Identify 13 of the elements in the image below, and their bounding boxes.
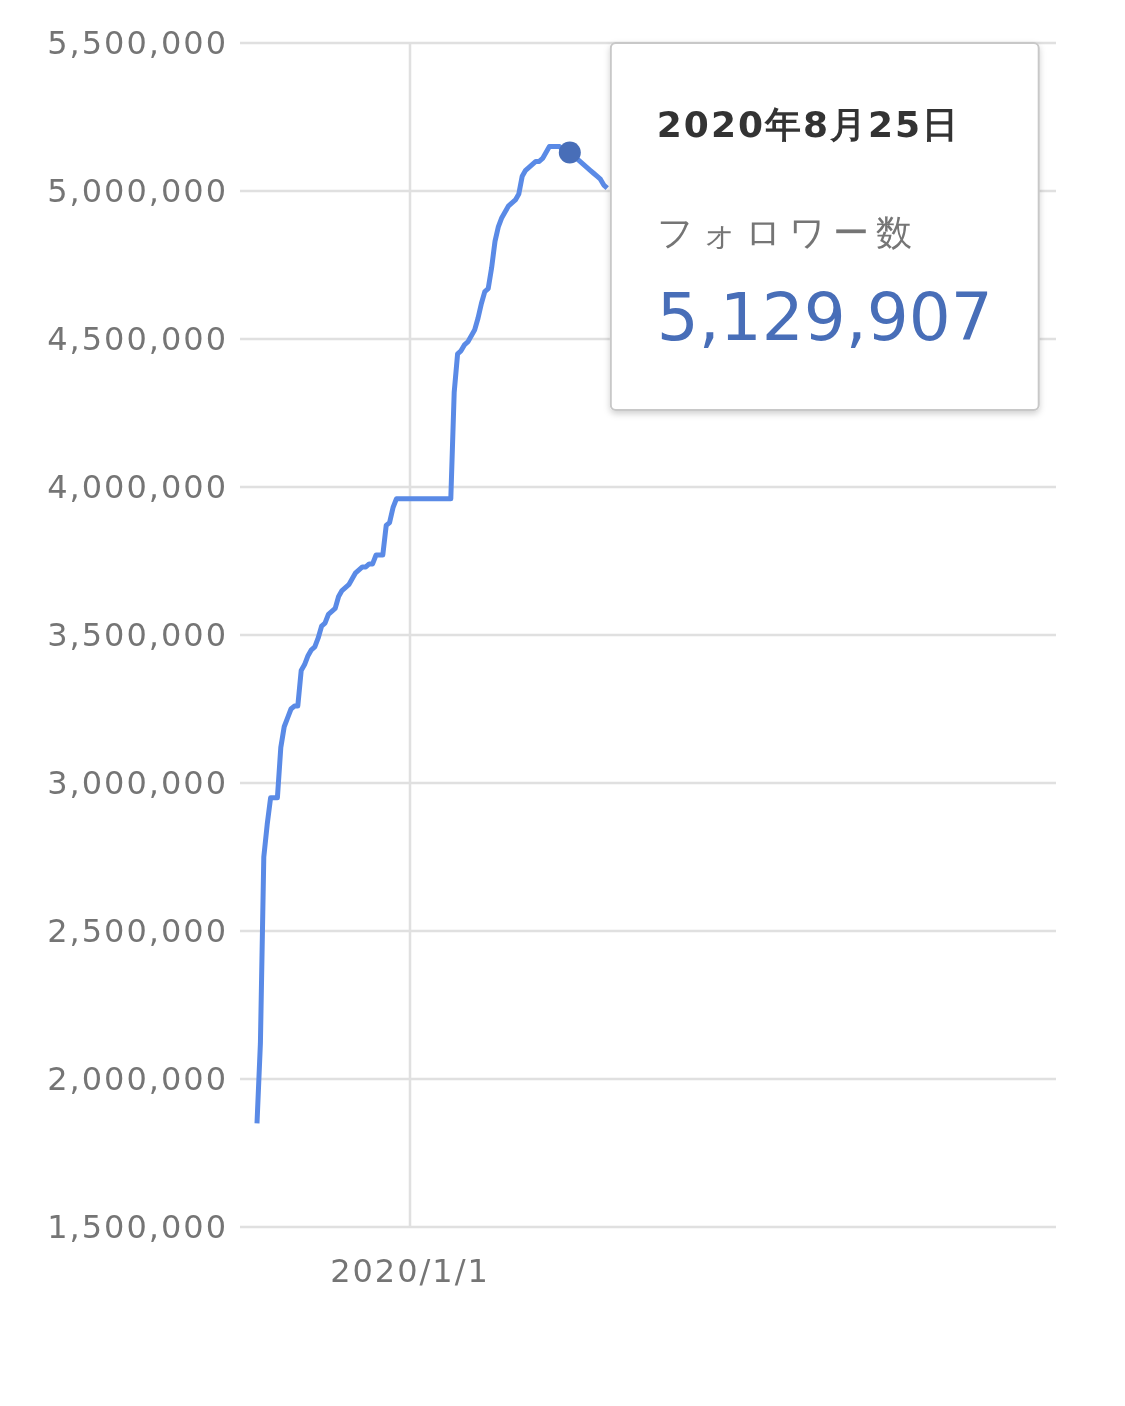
y-tick-label: 5,500,000 [47, 24, 228, 62]
y-tick-label: 3,000,000 [47, 764, 228, 802]
y-tick-label: 4,000,000 [47, 468, 228, 506]
tooltip-value: 5,129,907 [656, 279, 993, 356]
y-tick-label: 4,500,000 [47, 320, 228, 358]
tooltip-title: 2020年8月25日 [656, 104, 961, 145]
tooltip-series: フォロワー数 [656, 212, 919, 253]
y-tick-label: 2,000,000 [47, 1060, 228, 1098]
y-tick-label: 2,500,000 [47, 912, 228, 950]
x-tick-label: 2020/1/1 [330, 1252, 490, 1290]
y-tick-label: 5,000,000 [47, 172, 228, 210]
y-tick-label: 3,500,000 [47, 616, 228, 654]
y-tick-label: 1,500,000 [47, 1208, 228, 1246]
